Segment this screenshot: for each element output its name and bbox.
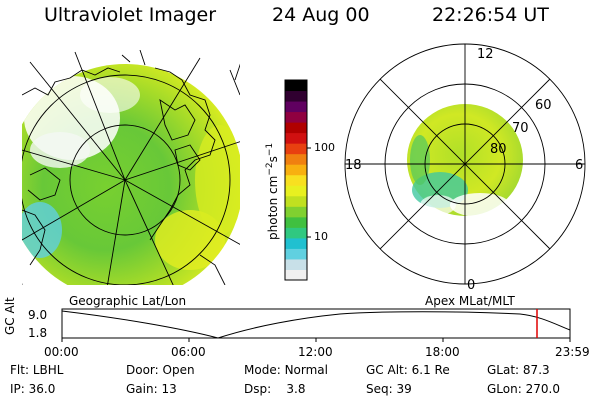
polar-grid [344, 43, 586, 285]
ip-value: 36.0 [28, 382, 56, 396]
mode-label: Mode: [244, 363, 281, 377]
colorbar-band [285, 153, 307, 165]
seq-value: 39 [396, 382, 412, 396]
info-glon: GLon: 270.0 [487, 382, 560, 396]
header-title: Ultraviolet Imager [44, 4, 217, 26]
gcalt-value: 6.1 Re [411, 363, 450, 377]
colorbar-band [285, 122, 307, 134]
colorbar [284, 79, 311, 281]
x-tick-0000: 00:00 [44, 345, 79, 359]
timeline-ymin-label: 1.8 [28, 326, 47, 340]
colorbar-band [285, 185, 307, 197]
glat-label: GLat: [487, 363, 520, 377]
info-mode: Mode: Normal [244, 363, 328, 377]
ip-label: IP: [10, 382, 25, 396]
dsp-label: Dsp: [244, 382, 272, 396]
gain-value: 13 [161, 382, 177, 396]
colorbar-frame [284, 79, 308, 281]
info-glat: GLat: 87.3 [487, 363, 550, 377]
colorbar-band [285, 101, 307, 113]
info-gcalt: GC Alt: 6.1 Re [366, 363, 450, 377]
latlon-grid [22, 51, 240, 285]
colorbar-band [285, 143, 307, 155]
door-value: Open [162, 363, 195, 377]
glon-label: GLon: [487, 382, 522, 396]
header-date: 24 Aug 00 [272, 4, 370, 26]
header-time: 22:26:54 UT [432, 4, 549, 26]
mlt-label-0: 0 [467, 278, 475, 293]
timeline-ticks [61, 338, 571, 342]
colorbar-band [285, 248, 307, 260]
lat-label-60: 60 [535, 98, 552, 113]
door-label: Door: [126, 363, 159, 377]
dsp-value: 3.8 [286, 382, 306, 396]
flt-label: Flt: [10, 363, 29, 377]
colorbar-tick-10: 10 [314, 230, 328, 243]
info-door: Door: Open [126, 363, 195, 377]
flt-value: LBHL [32, 363, 64, 377]
colorbar-band [285, 206, 307, 218]
seq-label: Seq: [366, 382, 393, 396]
timeline-ymax-label: 9.0 [28, 308, 47, 322]
info-flt: Flt: LBHL [10, 363, 63, 377]
colorbar-band [285, 237, 307, 249]
glat-value: 87.3 [522, 363, 550, 377]
info-gain: Gain: 13 [126, 382, 177, 396]
colorbar-band [285, 195, 307, 207]
mlt-label-6: 6 [575, 158, 583, 173]
left-panel-label: Geographic Lat/Lon [69, 294, 186, 308]
altitude-curve [61, 310, 571, 339]
glon-value: 270.0 [525, 382, 560, 396]
apex-polar-plot: 12 18 6 0 60 70 80 [344, 43, 586, 293]
mlt-label-12: 12 [477, 47, 494, 62]
lat-label-70: 70 [512, 121, 529, 136]
colorbar-band [285, 164, 307, 176]
colorbar-band [285, 258, 307, 270]
mlt-label-18: 18 [345, 158, 362, 173]
geographic-map [22, 50, 240, 285]
lat-label-80: 80 [490, 142, 507, 157]
colorbar-band [285, 269, 307, 281]
timeline-ylabel: GC Alt [3, 297, 17, 335]
gain-label: Gain: [126, 382, 158, 396]
x-tick-2359: 23:59 [555, 345, 590, 359]
colorbar-band [285, 132, 307, 144]
altitude-timeline: Geographic Lat/Lon Apex MLat/MLT GC Alt … [3, 294, 590, 359]
mode-value: Normal [284, 363, 328, 377]
gcalt-label: GC Alt: [366, 363, 408, 377]
coastlines [22, 50, 240, 285]
colorbar-band [285, 174, 307, 186]
colorbar-band [285, 216, 307, 228]
colorbar-unit-label: photon cm−2s−1 [265, 143, 280, 240]
x-tick-0600: 06:00 [171, 345, 206, 359]
info-ip: IP: 36.0 [10, 382, 55, 396]
colorbar-band [285, 111, 307, 123]
colorbar-band [285, 227, 307, 239]
right-panel-label: Apex MLat/MLT [425, 294, 515, 308]
info-dsp: Dsp: 3.8 [244, 382, 306, 396]
info-seq: Seq: 39 [366, 382, 412, 396]
colorbar-tick-100: 100 [314, 141, 335, 154]
colorbar-band [285, 80, 307, 92]
colorbar-band [285, 90, 307, 102]
x-tick-1800: 18:00 [425, 345, 460, 359]
x-tick-1200: 12:00 [298, 345, 333, 359]
